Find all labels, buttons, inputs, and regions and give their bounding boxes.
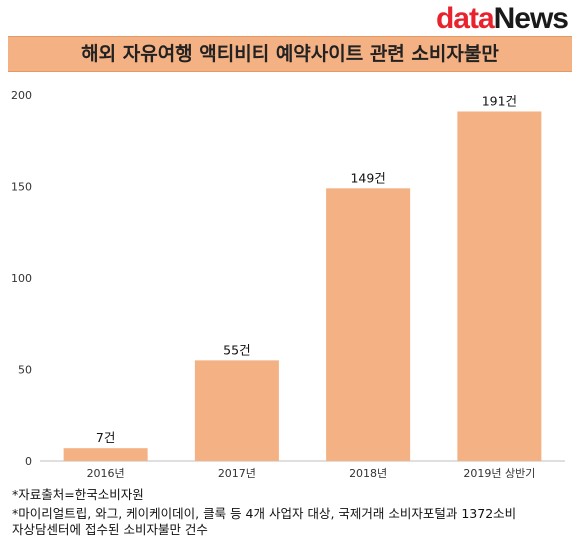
datanews-logo: dataNews xyxy=(435,2,569,36)
y-tick-label: 150 xyxy=(11,181,32,194)
data-label-4: 191건 xyxy=(482,93,517,108)
x-tick-label: 2017년 xyxy=(218,467,256,478)
footnote-line-2: 자상담센터에 접수된 소비자불만 건수 xyxy=(12,522,208,537)
title-banner: 해외 자유여행 액티비티 예약사이트 관련 소비자불만 xyxy=(8,36,572,72)
logo-news-text: News xyxy=(493,2,569,35)
x-tick-label: 2016년 xyxy=(87,467,125,478)
data-label-1: 7건 xyxy=(96,430,115,445)
y-tick-label: 0 xyxy=(25,455,32,468)
chart-title: 해외 자유여행 액티비티 예약사이트 관련 소비자불만 xyxy=(81,43,499,65)
y-tick-label: 200 xyxy=(11,89,32,102)
bar-4 xyxy=(457,111,542,461)
bar-2 xyxy=(194,360,279,461)
data-label-3: 149건 xyxy=(350,170,385,185)
y-tick-label: 50 xyxy=(18,364,32,377)
bar-1 xyxy=(63,448,148,461)
y-tick-label: 100 xyxy=(11,272,32,285)
logo-data-text: data xyxy=(435,2,495,35)
source-note: *자료출처=한국소비자원 xyxy=(12,487,144,502)
bar-chart: 0 50 100 150 200 7건 2016년 55건 2017년 149건 2018년 191건… xyxy=(11,89,565,478)
data-label-2: 55건 xyxy=(223,342,250,357)
bar-3 xyxy=(326,188,411,461)
footnote-line-1: *마이리얼트립, 와그, 케이케이데이, 클룩 등 4개 사업자 대상, 국제거… xyxy=(12,506,517,521)
x-tick-label: 2019년 상반기 xyxy=(463,467,535,478)
x-tick-label: 2018년 xyxy=(349,467,387,478)
